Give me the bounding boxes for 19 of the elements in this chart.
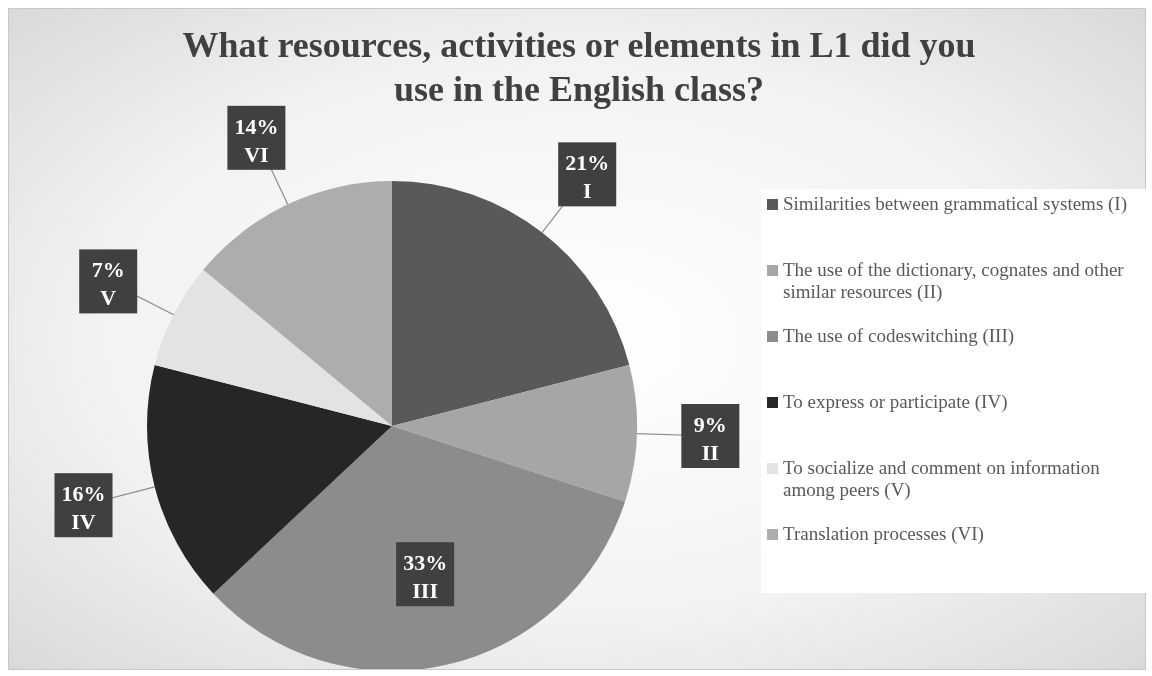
data-label: 9% II [693,412,727,465]
pie-slice [392,181,630,426]
pie-slice [392,365,637,502]
legend-label: The use of codeswitching (III) [783,325,1015,347]
legend-label: Translation processes (VI) [783,523,984,545]
legend-label: Similarities between grammatical systems (I) [783,193,1128,215]
chart-title: What resources, activities or elements in L1 did you use in the English class? [181,24,977,111]
data-label: 14% VI [234,113,279,167]
pie-slice [147,365,392,594]
pie-slice [213,426,626,669]
pie-slice [203,181,392,426]
data-label: 21% I [565,150,610,204]
data-label: 7% V [91,257,125,311]
legend-label: To express or participate (IV) [783,391,1008,413]
legend-label: The use of the dictionary, cognates and other similar resources (II) [783,259,1125,303]
data-label: 16% IV [61,481,106,535]
data-label: 33% III [403,550,448,604]
legend-label: To socialize and comment on information among peers (V) [783,457,1101,501]
pie-slice [154,269,392,426]
